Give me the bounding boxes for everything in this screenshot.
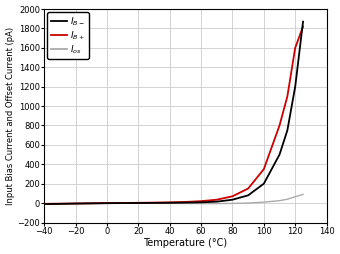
Legend: $I_{B-}$, $I_{B+}$, $I_{os}$: $I_{B-}$, $I_{B+}$, $I_{os}$ <box>47 12 89 59</box>
Y-axis label: Input Bias Current and Offset Current (pA): Input Bias Current and Offset Current (p… <box>5 27 15 205</box>
X-axis label: Temperature (°C): Temperature (°C) <box>143 239 227 248</box>
